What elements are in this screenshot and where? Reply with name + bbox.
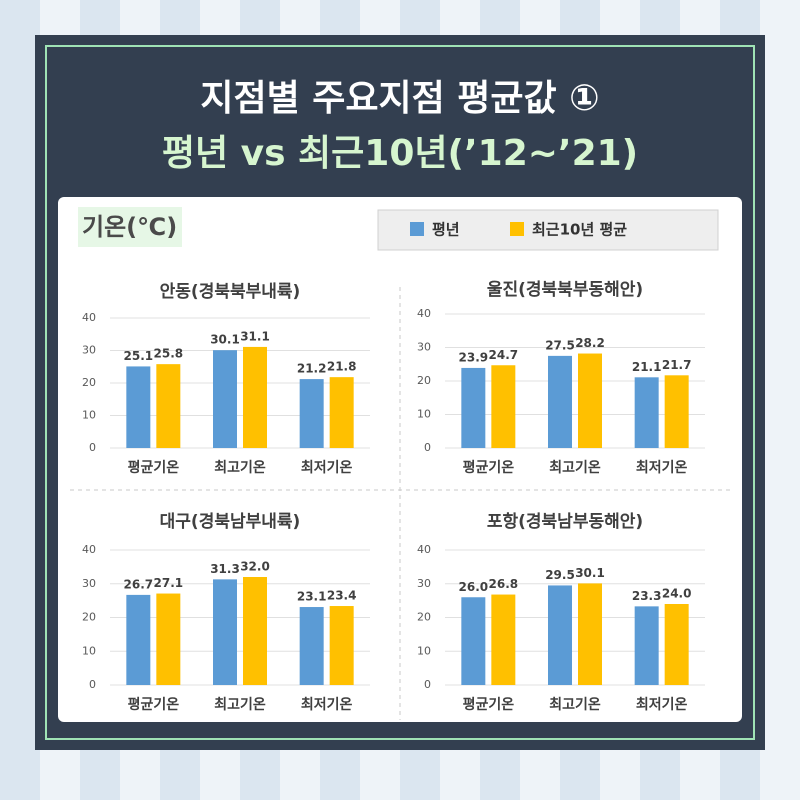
bar	[461, 367, 486, 448]
x-tick-label: 최저기온	[301, 460, 353, 476]
bar	[491, 365, 516, 448]
bar	[126, 594, 151, 685]
bar	[578, 583, 602, 685]
value-label: 21.2	[297, 362, 327, 376]
value-label: 30.1	[575, 566, 605, 580]
y-tick-label: 40	[82, 543, 96, 556]
y-tick-label: 30	[417, 577, 431, 590]
x-tick-label: 최저기온	[301, 697, 353, 713]
y-tick-label: 10	[417, 408, 431, 421]
value-label: 23.4	[327, 589, 357, 603]
panel-border	[45, 45, 755, 740]
bar	[213, 579, 237, 685]
value-label: 32.0	[240, 560, 270, 574]
bar	[548, 355, 572, 448]
value-label: 24.7	[489, 348, 519, 362]
x-tick-label: 최고기온	[549, 697, 601, 713]
x-tick-label: 평균기온	[128, 696, 180, 713]
x-tick-label: 최고기온	[549, 460, 601, 476]
bar	[156, 593, 181, 685]
title-line2: 평년 vs 최근10년(’12~’21)	[162, 133, 638, 174]
bar	[299, 379, 324, 448]
bar	[491, 594, 516, 685]
y-tick-label: 10	[417, 644, 431, 657]
x-tick-label: 평균기온	[128, 459, 180, 476]
chart-title: 포항(경북남부동해안)	[487, 511, 643, 532]
value-label: 27.5	[545, 338, 575, 352]
legend-swatch	[510, 222, 524, 236]
bar	[548, 585, 572, 685]
bar	[213, 350, 237, 448]
chart-title: 안동(경북북부내륙)	[160, 282, 301, 302]
value-label: 23.3	[632, 589, 662, 603]
y-tick-label: 20	[417, 611, 431, 624]
y-tick-label: 0	[89, 678, 96, 691]
bar	[329, 377, 354, 448]
y-tick-label: 40	[82, 311, 96, 324]
value-label: 31.3	[210, 562, 240, 576]
x-tick-label: 평균기온	[463, 696, 515, 713]
bar	[634, 606, 659, 685]
value-label: 31.1	[240, 329, 270, 343]
unit-label-bg	[78, 207, 182, 247]
unit-label: 기온(℃)	[82, 213, 177, 241]
y-tick-label: 0	[424, 678, 431, 691]
legend-box	[377, 209, 719, 251]
y-tick-label: 10	[82, 409, 96, 422]
value-label: 27.1	[154, 576, 184, 590]
title-line1: 지점별 주요지점 평균값 ①	[200, 78, 599, 119]
bar	[243, 577, 267, 685]
value-label: 28.2	[575, 336, 605, 350]
value-label: 26.7	[124, 577, 154, 591]
value-label: 21.8	[327, 360, 357, 374]
value-label: 25.1	[124, 349, 154, 363]
bar	[329, 606, 354, 685]
bar	[156, 364, 181, 448]
y-tick-label: 0	[424, 441, 431, 454]
value-label: 29.5	[545, 568, 575, 582]
y-tick-label: 40	[417, 543, 431, 556]
value-label: 21.7	[662, 358, 692, 372]
y-tick-label: 20	[82, 376, 96, 389]
value-label: 24.0	[662, 587, 692, 601]
value-label: 26.0	[459, 580, 489, 594]
x-tick-label: 평균기온	[463, 459, 515, 476]
x-tick-label: 최고기온	[214, 460, 266, 476]
x-tick-label: 최고기온	[214, 697, 266, 713]
y-tick-label: 20	[417, 374, 431, 387]
x-tick-label: 최저기온	[636, 460, 688, 476]
legend-label: 최근10년 평균	[532, 221, 627, 239]
bar	[243, 346, 267, 448]
value-label: 30.1	[210, 333, 240, 347]
value-label: 23.9	[459, 350, 489, 364]
y-tick-label: 20	[82, 611, 96, 624]
y-tick-label: 30	[82, 577, 96, 590]
value-label: 26.8	[489, 577, 519, 591]
legend-swatch	[410, 222, 424, 236]
value-label: 23.1	[297, 590, 327, 604]
x-tick-label: 최저기온	[636, 697, 688, 713]
bar	[634, 377, 659, 448]
bar	[578, 353, 602, 448]
y-tick-label: 0	[89, 441, 96, 454]
bar	[461, 597, 486, 685]
chart-title: 대구(경북남부내륙)	[160, 512, 301, 532]
bar	[664, 604, 689, 685]
bar	[664, 375, 689, 448]
chart-title: 울진(경북북부동해안)	[487, 280, 643, 300]
value-label: 25.8	[154, 347, 184, 361]
y-tick-label: 30	[417, 341, 431, 354]
y-tick-label: 40	[417, 307, 431, 320]
y-tick-label: 10	[82, 644, 96, 657]
y-tick-label: 30	[82, 344, 96, 357]
bar	[299, 607, 324, 685]
legend-label: 평년	[432, 221, 460, 239]
value-label: 21.1	[632, 360, 662, 374]
bar	[126, 366, 151, 448]
